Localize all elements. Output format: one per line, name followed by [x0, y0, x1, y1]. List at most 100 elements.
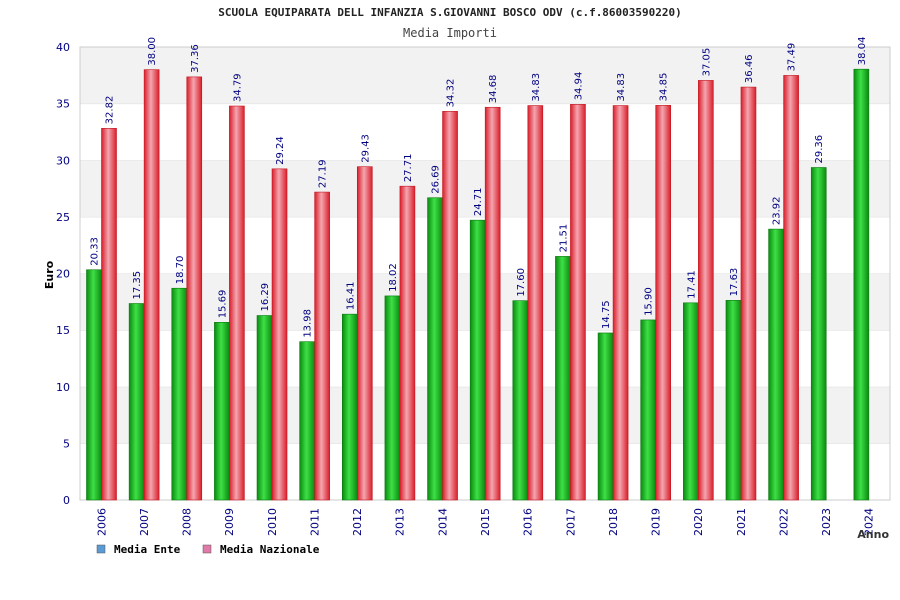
y-tick-label: 20: [56, 268, 70, 281]
data-label-media-nazionale: 27.71: [403, 154, 414, 183]
bar-media-ente: [469, 219, 486, 501]
data-label-media-ente: 16.29: [260, 283, 271, 312]
data-label-media-ente: 38.04: [857, 37, 868, 66]
bar-media-ente: [683, 302, 699, 501]
data-label-media-nazionale: 34.83: [616, 73, 627, 102]
bar-media-ente: [810, 167, 827, 501]
y-axis-label: Euro: [43, 260, 56, 289]
y-tick-label: 0: [63, 494, 70, 507]
bar-media-nazionale: [229, 105, 245, 501]
bar-media-nazionale: [101, 128, 117, 501]
legend-swatch-media-ente: [96, 544, 106, 554]
x-tick-label: 2020: [692, 508, 705, 536]
data-label-media-nazionale: 34.32: [446, 79, 457, 108]
data-label-media-nazionale: 37.36: [190, 44, 201, 73]
legend-swatch-media-nazionale: [202, 544, 212, 554]
bar-media-nazionale: [484, 106, 501, 501]
data-label-media-nazionale: 34.83: [531, 73, 542, 102]
data-label-media-nazionale: 29.24: [275, 136, 286, 165]
bar-media-ente: [86, 269, 102, 501]
bar-media-ente: [214, 322, 230, 501]
bar-media-ente: [341, 313, 358, 501]
bar-media-nazionale: [740, 86, 757, 501]
bar-media-nazionale: [612, 105, 629, 501]
y-tick-label: 25: [56, 211, 70, 224]
bar-media-nazionale: [442, 111, 458, 501]
data-label-media-ente: 15.90: [644, 287, 655, 316]
x-tick-label: 2010: [266, 508, 279, 536]
data-label-media-nazionale: 27.19: [318, 159, 329, 188]
data-label-media-nazionale: 34.79: [232, 73, 243, 102]
data-label-media-ente: 18.70: [175, 256, 186, 285]
x-tick-label: 2021: [735, 508, 748, 536]
data-label-media-ente: 26.69: [431, 165, 442, 194]
bar-media-ente: [597, 332, 614, 501]
y-tick-label: 10: [56, 381, 70, 394]
bar-media-ente: [853, 68, 870, 501]
data-label-media-nazionale: 34.94: [573, 72, 584, 101]
y-tick-label: 15: [56, 324, 70, 337]
x-tick-label: 2017: [564, 508, 577, 536]
x-tick-label: 2022: [777, 508, 790, 536]
x-tick-label: 2018: [607, 508, 620, 536]
bar-media-nazionale: [271, 168, 288, 501]
bar-media-nazionale: [399, 185, 416, 501]
data-label-media-ente: 17.63: [729, 268, 740, 297]
x-tick-label: 2009: [223, 508, 236, 536]
x-tick-label: 2011: [308, 508, 321, 536]
chart-title: SCUOLA EQUIPARATA DELL INFANZIA S.GIOVAN…: [218, 6, 682, 19]
data-label-media-nazionale: 29.43: [360, 134, 371, 163]
data-label-media-ente: 17.60: [516, 268, 527, 297]
x-tick-label: 2008: [181, 508, 194, 536]
x-tick-label: 2015: [479, 508, 492, 536]
data-label-media-ente: 16.41: [345, 282, 356, 311]
bar-media-ente: [299, 341, 315, 501]
x-axis-label: Anno: [857, 528, 889, 541]
bar-media-ente: [725, 300, 742, 501]
bar-media-nazionale: [356, 166, 373, 501]
y-tick-label: 30: [56, 154, 70, 167]
data-label-media-ente: 18.02: [388, 263, 399, 292]
data-label-media-ente: 13.98: [303, 309, 314, 338]
legend-label-media-nazionale: Media Nazionale: [220, 543, 320, 556]
x-tick-label: 2024: [863, 508, 876, 536]
data-label-media-nazionale: 37.49: [787, 43, 798, 72]
data-label-media-ente: 20.33: [90, 237, 101, 266]
bar-media-ente: [640, 319, 657, 501]
data-label-media-ente: 29.36: [814, 135, 825, 164]
x-tick-label: 2019: [650, 508, 663, 536]
bar-media-ente: [256, 315, 273, 501]
legend: Media Ente Media Nazionale: [96, 543, 320, 556]
data-label-media-ente: 14.75: [601, 300, 612, 329]
bar-media-ente: [427, 197, 443, 501]
bar-media-nazionale: [186, 76, 203, 501]
x-tick-label: 2014: [436, 508, 449, 536]
x-tick-label: 2013: [394, 508, 407, 536]
bar-media-nazionale: [527, 105, 544, 501]
data-label-media-ente: 24.71: [473, 188, 484, 217]
data-label-media-nazionale: 34.85: [659, 73, 670, 102]
data-label-media-nazionale: 38.00: [147, 37, 158, 66]
bar-media-nazionale: [570, 104, 586, 501]
data-label-media-ente: 23.92: [772, 196, 783, 225]
bar-media-nazionale: [783, 75, 799, 501]
bar-media-nazionale: [698, 80, 714, 501]
chart-subtitle: Media Importi: [403, 26, 497, 40]
bar-media-ente: [128, 303, 145, 501]
data-label-media-ente: 15.69: [217, 290, 228, 319]
bar-media-ente: [555, 256, 571, 501]
data-label-media-nazionale: 32.82: [105, 96, 116, 125]
bar-media-nazionale: [314, 191, 330, 501]
x-tick-label: 2016: [522, 508, 535, 536]
data-label-media-ente: 21.51: [558, 224, 569, 253]
data-label-media-nazionale: 36.46: [744, 54, 755, 83]
x-tick-label: 2012: [351, 508, 364, 536]
x-tick-label: 2023: [820, 508, 833, 536]
data-label-media-ente: 17.41: [686, 270, 697, 299]
bar-media-ente: [768, 228, 784, 501]
data-label-media-nazionale: 34.68: [488, 75, 499, 104]
bar-media-nazionale: [143, 69, 160, 501]
y-tick-label: 35: [56, 98, 70, 111]
legend-label-media-ente: Media Ente: [114, 543, 181, 556]
